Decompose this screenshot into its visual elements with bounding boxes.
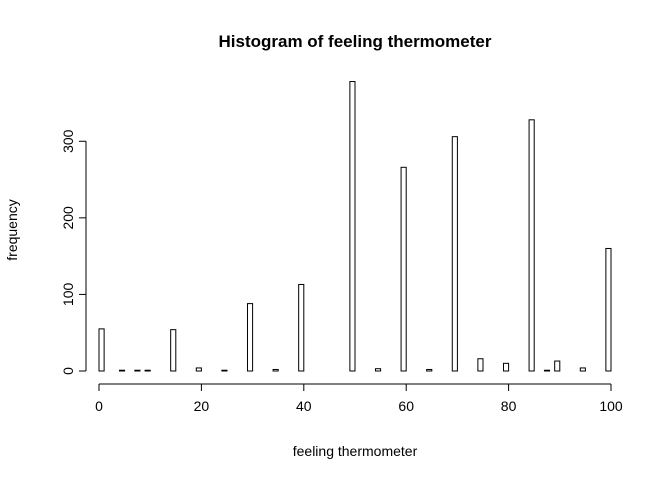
y-tick-label: 0	[60, 367, 76, 375]
y-axis: 0 100 200 300	[60, 129, 87, 375]
histogram-bar	[195, 367, 202, 372]
bars-layer	[98, 81, 612, 372]
histogram-bar	[502, 362, 510, 372]
x-tick-label: 0	[95, 398, 103, 414]
x-tick-label: 20	[194, 398, 210, 414]
histogram-bar	[98, 328, 105, 372]
histogram-bar	[528, 119, 535, 372]
histogram-bar	[554, 360, 561, 372]
y-tick-label: 300	[60, 129, 76, 153]
histogram-bar	[272, 368, 279, 372]
x-tick-label: 100	[599, 398, 623, 414]
x-axis-label: feeling thermometer	[293, 443, 418, 459]
histogram-bar	[400, 166, 407, 372]
x-tick-label: 60	[398, 398, 414, 414]
histogram-bar	[221, 369, 228, 372]
histogram-bar	[374, 368, 382, 372]
histogram-bar	[451, 136, 458, 372]
y-axis-label: frequency	[4, 199, 20, 260]
histogram-bar	[605, 247, 612, 372]
histogram-bar	[543, 369, 551, 372]
histogram-bar	[426, 368, 433, 372]
histogram-bar	[477, 358, 484, 372]
y-tick-label: 200	[60, 206, 76, 230]
histogram-bar	[170, 329, 177, 372]
histogram-bar	[118, 369, 126, 372]
chart-title: Histogram of feeling thermometer	[219, 32, 492, 51]
y-tick-label: 100	[60, 283, 76, 307]
x-axis: 0 20 40 60 80 100	[95, 383, 623, 414]
histogram-bar	[579, 367, 586, 372]
x-tick-label: 80	[501, 398, 517, 414]
x-tick-label: 40	[296, 398, 312, 414]
histogram-bar	[298, 283, 305, 372]
histogram-bar	[134, 369, 141, 372]
histogram-bar	[144, 369, 151, 372]
histogram-bar	[246, 303, 254, 372]
histogram-bar	[349, 81, 356, 372]
